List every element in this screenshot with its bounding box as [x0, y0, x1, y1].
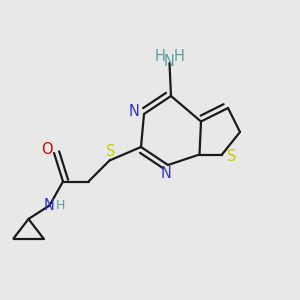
Text: H: H: [174, 49, 184, 64]
Text: O: O: [41, 142, 52, 157]
Text: S: S: [106, 144, 116, 159]
Text: N: N: [129, 104, 140, 119]
Text: N: N: [44, 198, 55, 213]
Text: S: S: [227, 149, 237, 164]
Text: N: N: [164, 54, 175, 69]
Text: H: H: [154, 49, 165, 64]
Text: H: H: [56, 199, 66, 212]
Text: N: N: [160, 167, 171, 182]
